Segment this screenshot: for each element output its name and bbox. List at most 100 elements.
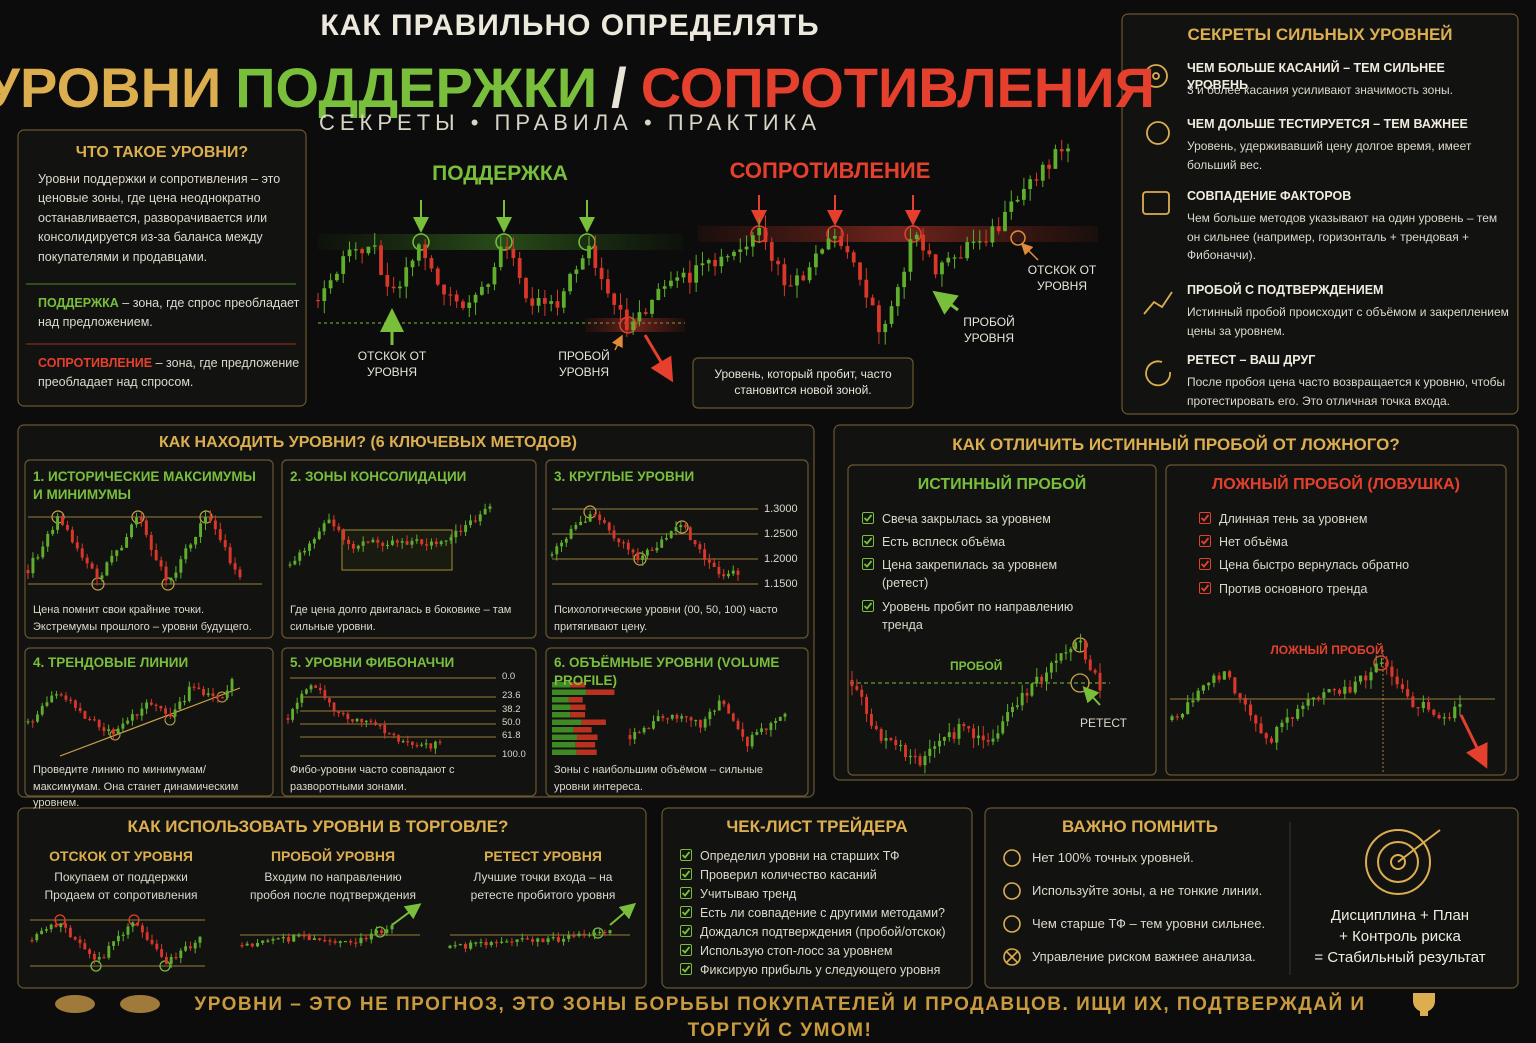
definition: СОПРОТИВЛЕНИЕ – зона, где предложение пр… <box>38 354 300 393</box>
candle-body <box>51 529 55 534</box>
candle-body <box>628 735 632 740</box>
candle-body <box>420 539 424 545</box>
item-text: Длинная тень за уровнем <box>1219 512 1368 526</box>
candle-body <box>874 725 878 730</box>
candle-body <box>665 537 668 540</box>
candle-body <box>405 541 409 545</box>
candle-body <box>120 547 124 551</box>
candle-body <box>102 957 106 959</box>
candle-body <box>918 756 922 766</box>
candle-body <box>865 696 869 714</box>
candle-body <box>338 941 342 943</box>
candle-body <box>316 300 320 302</box>
candle-body <box>555 301 560 308</box>
list-item: Использую стоп-лосс за уровнем <box>680 942 965 960</box>
method-title: 3. КРУГЛЫЕ УРОВНИ <box>554 469 695 484</box>
candle-body <box>404 267 409 287</box>
checkbox <box>680 849 692 861</box>
candle-body <box>687 272 692 283</box>
candle-body <box>359 937 363 944</box>
candle-body <box>957 723 961 739</box>
candle-body <box>636 552 640 560</box>
candle-body <box>448 294 453 296</box>
candle-body <box>169 956 173 964</box>
candle-body <box>832 236 837 239</box>
candle-body <box>1083 640 1087 660</box>
candle-body <box>75 542 79 549</box>
candle-body <box>889 306 894 324</box>
candle-body <box>608 930 612 934</box>
volume-bar <box>568 697 583 703</box>
list-item: Уровень пробит по направлению тренда <box>862 598 1082 634</box>
candle-body <box>1332 689 1336 691</box>
candle-body <box>184 946 188 951</box>
usage-text: Лучшие точки входа – на ретесте пробитог… <box>470 870 616 902</box>
candle-body <box>335 273 339 281</box>
candle-body <box>902 271 907 288</box>
candle-body <box>515 939 519 942</box>
candle-body <box>374 721 377 725</box>
candle-body <box>78 939 82 944</box>
candle-body <box>188 946 192 949</box>
candle-body <box>155 943 159 950</box>
candle-body <box>390 925 394 930</box>
candle-body <box>757 227 762 236</box>
intro-text: Уровни поддержки и сопротивления – это ц… <box>38 172 281 264</box>
candle-body <box>360 718 364 723</box>
candle-body <box>1020 692 1024 706</box>
candle-body <box>606 279 610 294</box>
volume-bar <box>577 734 598 740</box>
candle-body <box>90 563 94 569</box>
candle-body <box>293 560 297 565</box>
volume-bar <box>552 682 571 688</box>
candle-body <box>36 557 40 559</box>
candle-body <box>717 700 721 711</box>
candle-body <box>782 264 787 286</box>
candle-body <box>397 735 400 742</box>
title-part: / <box>611 56 627 119</box>
candle-body <box>642 727 646 733</box>
candle-body <box>88 718 92 721</box>
candle-body <box>376 539 380 543</box>
candle-body <box>328 698 331 703</box>
candle-body <box>121 723 125 729</box>
candle-body <box>889 738 893 741</box>
candle-body <box>990 226 995 243</box>
candle-body <box>1093 670 1097 673</box>
candle-body <box>164 956 168 964</box>
candle-body <box>641 555 645 560</box>
candle-body <box>587 245 591 259</box>
candle-body <box>322 288 327 302</box>
candle-body <box>598 931 602 934</box>
candle-body <box>719 256 724 267</box>
candle-body <box>996 733 1000 739</box>
checkbox <box>1199 582 1211 594</box>
secret-title: РЕТЕСТ – ВАШ ДРУГ <box>1187 353 1316 367</box>
candle-body <box>583 521 587 523</box>
volume-bar <box>586 689 615 695</box>
candle-body <box>617 538 621 543</box>
candle-body <box>895 287 900 307</box>
candle-body <box>587 934 591 936</box>
candle-body <box>551 937 555 939</box>
candle-body <box>463 944 468 949</box>
candle-body <box>631 549 635 553</box>
candle-body <box>884 738 888 741</box>
candle-body <box>1175 716 1179 718</box>
candle-body <box>713 260 717 267</box>
footer: УРОВНИ – ЭТО НЕ ПРОГНОЗ, ЭТО ЗОНЫ БОРЬБЫ… <box>194 994 1366 1041</box>
method-text: Цена помнит свои крайние точки. Экстрему… <box>33 604 252 633</box>
candle-body <box>478 514 482 522</box>
candle-body <box>390 540 394 545</box>
checkbox <box>862 512 874 524</box>
candle-body <box>820 249 825 254</box>
fib-label: 50.0 <box>502 717 521 728</box>
candle-body <box>292 935 296 942</box>
candle-body <box>102 727 106 732</box>
candle-body <box>1207 682 1211 686</box>
item-text: Учитываю тренд <box>700 887 797 901</box>
candle-body <box>741 729 745 737</box>
candle-body <box>56 516 60 530</box>
candle-body <box>1254 715 1258 724</box>
checkbox <box>862 535 874 547</box>
